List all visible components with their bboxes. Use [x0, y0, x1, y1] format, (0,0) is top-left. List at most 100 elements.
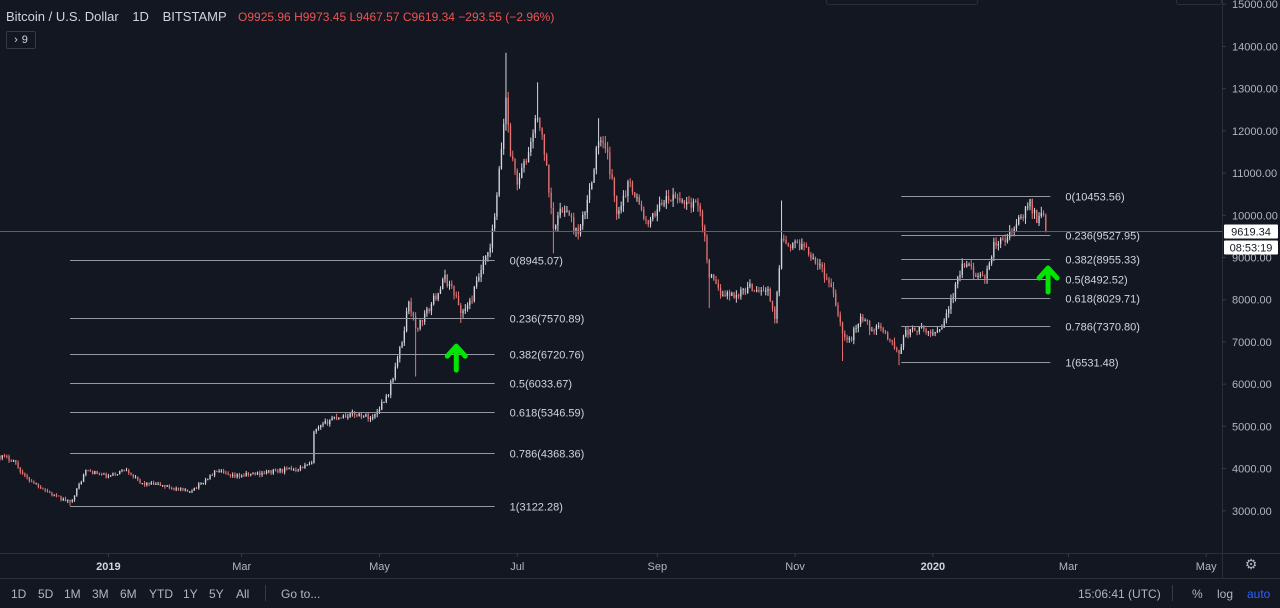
top-panel-tab[interactable] [826, 0, 978, 5]
candle-body [943, 320, 945, 328]
candle-body [60, 496, 62, 501]
candle-body [963, 263, 966, 267]
candle-body [152, 482, 155, 485]
candle-body [966, 264, 968, 267]
candle-body [37, 483, 40, 487]
range-ytd-button[interactable]: YTD [149, 587, 173, 601]
fib-level-label: 0.236(9527.95) [1065, 231, 1140, 243]
utc-clock[interactable]: 15:06:41 (UTC) [1078, 587, 1161, 601]
close-value: C9619.34 [402, 10, 455, 24]
candle-body [313, 431, 315, 464]
candle-body [329, 420, 331, 425]
candle-body [893, 341, 896, 349]
candle-body [130, 472, 132, 475]
range-3m-button[interactable]: 3M [92, 587, 109, 601]
range-5y-button[interactable]: 5Y [209, 587, 224, 601]
candle-body [988, 263, 991, 269]
candle-body [356, 414, 358, 416]
candle-body [776, 292, 778, 319]
candle-body [455, 295, 457, 297]
indicators-toggle-button[interactable]: › 9 [6, 31, 36, 49]
time-axis[interactable]: 2019 Mar May Jul Sep Nov 2020 Mar May [96, 553, 1217, 573]
go-to-date-button[interactable]: Go to... [281, 587, 321, 601]
candle-body [762, 290, 765, 292]
candle-body [161, 485, 164, 487]
candle-body [383, 402, 385, 404]
candle-body [437, 293, 439, 300]
candle-body [647, 220, 649, 225]
fib-level-label: 0(8945.07) [510, 256, 563, 268]
auto-scale-toggle[interactable]: auto [1247, 587, 1271, 601]
candle-body [69, 499, 71, 502]
candle-body [390, 381, 392, 396]
indicator-count: 9 [21, 34, 28, 46]
toolbar-divider [1172, 585, 1173, 601]
candle-body [421, 319, 424, 322]
candle-body [512, 156, 514, 160]
candle-body [423, 313, 426, 322]
candle-body [110, 475, 112, 477]
log-scale-toggle[interactable]: log [1217, 587, 1234, 601]
range-all-button[interactable]: All [236, 587, 250, 601]
candle-body [990, 256, 993, 264]
axis-corner [1222, 553, 1280, 578]
candle-body [604, 143, 607, 149]
symbol-title[interactable]: Bitcoin / U.S. Dollar [6, 9, 119, 24]
percent-scale-toggle[interactable]: % [1192, 587, 1203, 601]
candle-body [428, 308, 430, 312]
candle-body [817, 263, 819, 265]
candle-body [679, 198, 681, 201]
candle-body [877, 325, 880, 327]
candle-body [552, 208, 555, 229]
candle-body [457, 295, 460, 306]
candle-body [726, 292, 729, 296]
candle-body [132, 474, 134, 477]
candle-body [139, 479, 141, 484]
range-1y-button[interactable]: 1Y [183, 587, 198, 601]
interval-label[interactable]: 1D [132, 9, 149, 24]
price-axis[interactable]: 3000.00 4000.00 5000.00 6000.00 7000.00 8000.… [1222, 0, 1278, 518]
candle-body [905, 329, 907, 337]
candle-body [959, 274, 961, 278]
y-tick-label: 13000.00 [1232, 84, 1278, 96]
candle-body [62, 498, 64, 501]
fib-level-label: 0.382(6720.76) [510, 350, 585, 362]
gear-icon[interactable]: ⚙ [1244, 556, 1258, 572]
range-1d-button[interactable]: 1D [11, 587, 27, 601]
x-tick-label: Jul [510, 561, 524, 573]
candle-body [193, 488, 195, 491]
candle-body [353, 411, 356, 415]
candle-body [898, 350, 900, 354]
range-5d-button[interactable]: 5D [38, 587, 54, 601]
candle-body [475, 280, 478, 287]
candle-body [265, 471, 268, 474]
range-1m-button[interactable]: 1M [64, 587, 81, 601]
candle-body [96, 470, 98, 474]
candle-body [218, 470, 220, 472]
top-panel-tab-right[interactable] [1176, 0, 1222, 5]
candle-body [134, 476, 137, 478]
x-tick-label: 2020 [921, 561, 945, 573]
candle-body [435, 295, 437, 300]
candle-body [254, 472, 256, 475]
x-tick-label: May [1196, 561, 1217, 573]
candle-body [317, 427, 320, 429]
candle-body [932, 333, 934, 335]
candle-body [968, 264, 970, 266]
candle-body [805, 246, 808, 248]
fibonacci-retracements[interactable]: 0(8945.07) 0.236(7570.89) 0.382(6720.76) 0.… [70, 192, 1140, 514]
candle-body [51, 492, 53, 496]
candle-body [396, 358, 399, 367]
candle-body [661, 202, 663, 205]
candle-body [3, 455, 6, 457]
candle-body [204, 479, 207, 483]
candle-body [841, 322, 844, 334]
range-6m-button[interactable]: 6M [120, 587, 137, 601]
candle-body [1027, 206, 1029, 208]
candle-body [785, 239, 787, 244]
candle-body [819, 264, 821, 266]
candle-body [873, 330, 875, 332]
candle-body [638, 197, 640, 204]
candle-body [186, 489, 189, 492]
